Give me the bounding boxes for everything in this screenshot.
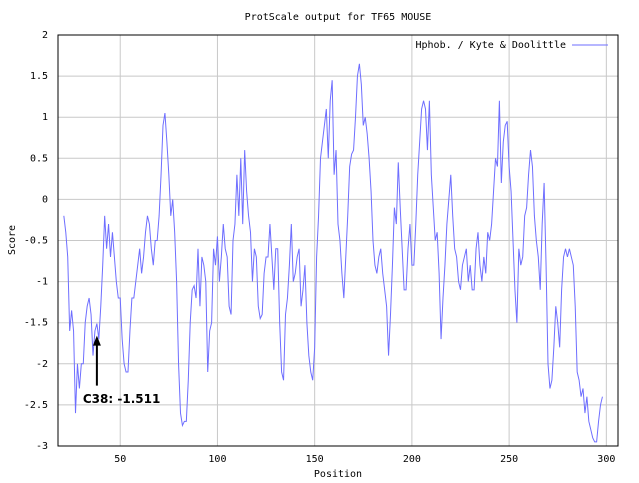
plot-frame xyxy=(57,34,619,447)
x-tick-label: 100 xyxy=(208,454,226,465)
x-axis-label: Position xyxy=(314,469,362,480)
annotation-label: C38: -1.511 xyxy=(83,392,160,406)
y-tick-label: -3 xyxy=(36,441,48,452)
chart-title: ProtScale output for TF65 MOUSE xyxy=(245,12,432,23)
y-tick-label: -0.5 xyxy=(24,236,48,247)
y-tick-label: -1 xyxy=(36,277,48,288)
y-tick-label: -1.5 xyxy=(24,318,48,329)
x-tick-label: 200 xyxy=(403,454,421,465)
x-tick-label: 300 xyxy=(597,454,615,465)
y-axis-label: Score xyxy=(7,225,18,255)
x-tick-label: 50 xyxy=(114,454,126,465)
y-tick-label: 2 xyxy=(42,30,48,41)
x-tick-label: 150 xyxy=(306,454,324,465)
y-tick-label: 1 xyxy=(42,112,48,123)
y-tick-label: -2.5 xyxy=(24,400,48,411)
data-line xyxy=(63,63,603,443)
annotation-arrowhead xyxy=(92,335,101,346)
y-tick-label: -2 xyxy=(36,359,48,370)
y-tick-label: 0.5 xyxy=(30,153,48,164)
y-tick-label: 1.5 xyxy=(30,71,48,82)
x-tick-label: 250 xyxy=(500,454,518,465)
y-tick-label: 0 xyxy=(42,194,48,205)
legend-label: Hphob. / Kyte & Doolittle xyxy=(415,40,566,51)
